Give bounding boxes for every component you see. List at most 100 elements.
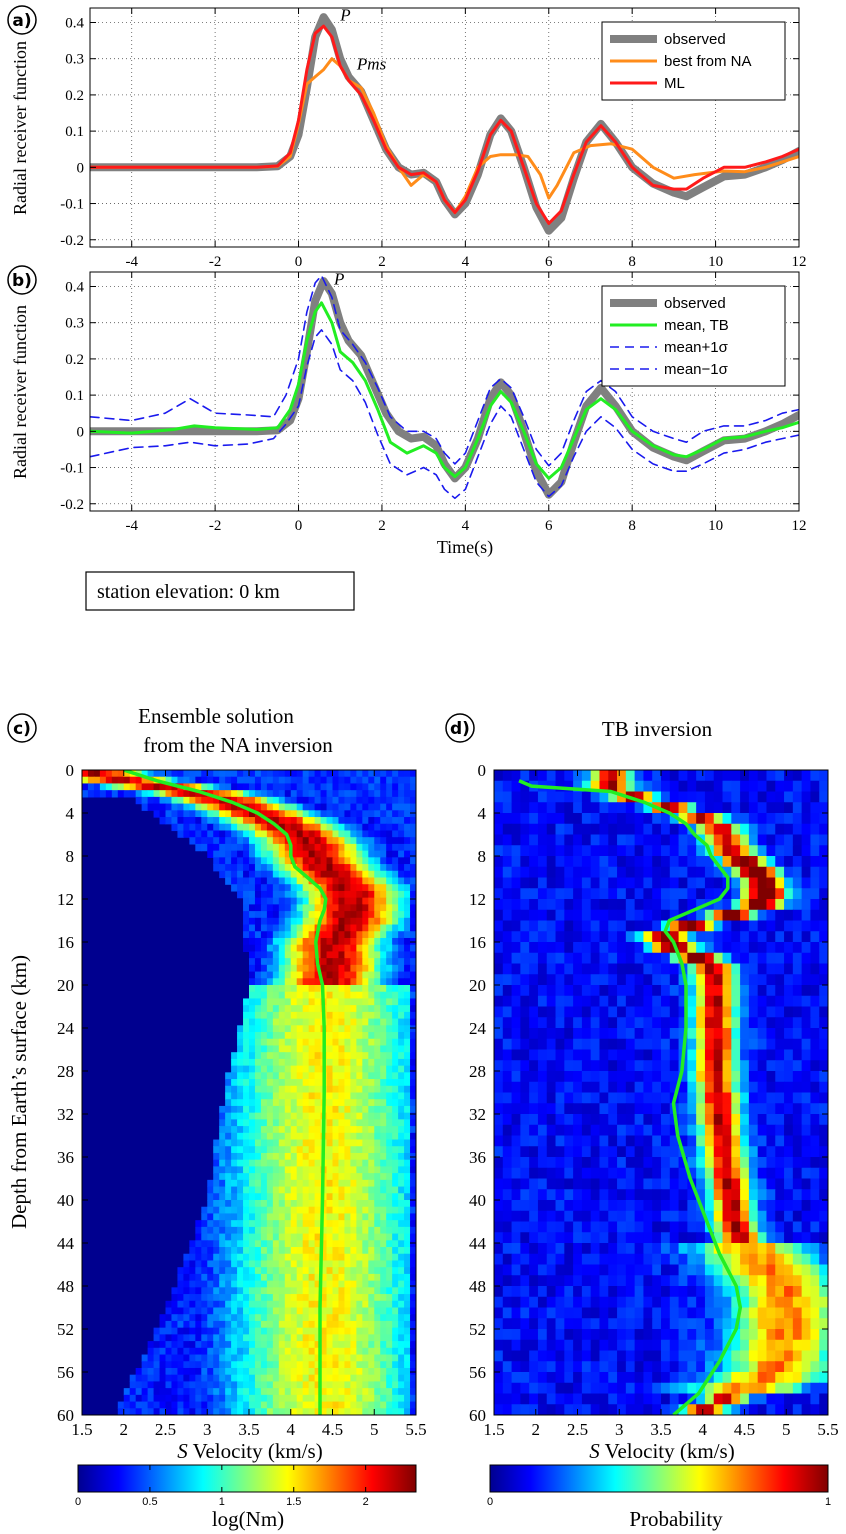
heatmap-cell [801, 1071, 812, 1083]
heatmap-cell [608, 899, 618, 911]
heatmap-cell [183, 817, 190, 825]
heatmap-cell [652, 813, 662, 825]
heatmap-cell [177, 1294, 184, 1302]
heatmap-cell [634, 845, 645, 857]
heatmap-cell [237, 1058, 244, 1067]
heatmap-cell [231, 837, 238, 845]
heatmap-cell [704, 1017, 715, 1029]
heatmap-cell [784, 1081, 794, 1094]
heatmap-cell [302, 1240, 310, 1248]
heatmap-cell [153, 1361, 161, 1369]
heatmap-cell [784, 985, 794, 997]
heatmap-cell [819, 899, 828, 911]
heatmap-cell [810, 813, 820, 825]
heatmap-cell [766, 770, 776, 782]
heatmap-cell [356, 1193, 363, 1201]
heatmap-cell [272, 1320, 280, 1329]
heatmap-cell [410, 1112, 416, 1120]
heatmap-cell [502, 1038, 513, 1051]
heatmap-cell [207, 1307, 214, 1315]
heatmap-cell [177, 1381, 184, 1389]
heatmap-cell [278, 1200, 286, 1208]
heatmap-cell [254, 1193, 262, 1201]
heatmap-cell [362, 810, 369, 818]
heatmap-cell [308, 890, 316, 899]
heatmap-cell [643, 791, 653, 803]
heatmap-cell [581, 1017, 592, 1029]
heatmap-cell [529, 909, 539, 922]
heatmap-cell [326, 937, 334, 946]
heatmap-cell [332, 1320, 340, 1329]
heatmap-cell [254, 1085, 262, 1094]
heatmap-cell [350, 1280, 357, 1288]
heatmap-cell [314, 870, 322, 879]
heatmap-cell [260, 1267, 268, 1275]
heatmap-cell [599, 791, 609, 803]
heatmap-cell [272, 1253, 280, 1262]
heatmap-cell [213, 783, 220, 791]
heatmap-cell [404, 1253, 411, 1262]
heatmap-cell [147, 1361, 155, 1369]
heatmap-cell [314, 1139, 322, 1147]
heatmap-cell [669, 866, 680, 879]
heatmap-cell [266, 1320, 274, 1329]
heatmap-cell [272, 803, 280, 811]
heatmap-cell [290, 1341, 298, 1349]
heatmap-cell [153, 1327, 161, 1335]
heatmap-cell [266, 1280, 274, 1288]
heatmap-cell [296, 803, 304, 811]
heatmap-cell [410, 1401, 416, 1409]
heatmap-cell [766, 834, 776, 846]
heatmap-cell [243, 897, 250, 905]
heatmap-cell [374, 1146, 381, 1154]
heatmap-cell [581, 899, 592, 911]
heatmap-cell [260, 1179, 268, 1188]
heatmap-cell [183, 790, 190, 798]
heatmap-cell [254, 1226, 262, 1235]
heatmap-cell [511, 780, 521, 793]
heatmap-cell [219, 1105, 226, 1114]
heatmap-cell [171, 1314, 179, 1322]
heatmap-cell [775, 1017, 785, 1029]
heatmap-cell [278, 810, 286, 818]
heatmap-cell [392, 897, 399, 905]
heatmap-cell [344, 1085, 351, 1094]
heatmap-cell [254, 1079, 262, 1087]
panel-b: -4 -2 0 2 4 6 8 10 12-0.2-0.100.10.20.30.4 P obs… [7, 265, 807, 558]
heatmap-cell [757, 995, 768, 1008]
heatmap-cell [350, 1105, 357, 1114]
heatmap-cell [766, 1028, 776, 1040]
heatmap-cell [284, 1206, 292, 1215]
heatmap-cell [731, 920, 741, 932]
heatmap-cell [260, 803, 268, 811]
heatmap-cell [410, 1186, 416, 1194]
heatmap-cell [183, 1300, 190, 1309]
heatmap-cell [362, 1152, 369, 1161]
x-tick-label: -2 [209, 254, 222, 270]
heatmap-cell [398, 1307, 405, 1315]
heatmap-cell [819, 909, 828, 922]
heatmap-cell [344, 1206, 351, 1215]
heatmap-cell [374, 783, 381, 791]
heatmap-cell [537, 802, 548, 814]
heatmap-cell [368, 1374, 375, 1383]
heatmap-cell [338, 823, 346, 832]
heatmap-cell [625, 823, 636, 836]
heatmap-cell [386, 796, 393, 805]
series-line-3 [90, 329, 799, 500]
heatmap-cell [147, 1408, 155, 1415]
heatmap-cell [225, 1381, 232, 1389]
heatmap-cell [740, 845, 750, 857]
heatmap-cell [129, 1381, 137, 1389]
heatmap-cell [296, 1132, 304, 1141]
heatmap-cell [249, 1314, 256, 1322]
heatmap-cell [284, 1247, 292, 1255]
y-tick-label: 56 [57, 1363, 74, 1382]
heatmap-cell [308, 1018, 316, 1026]
heatmap-cell [661, 1017, 671, 1029]
heatmap-cell [219, 810, 226, 818]
heatmap-cell [314, 1273, 322, 1282]
heatmap-cell [237, 1032, 244, 1040]
heatmap-cell [326, 917, 334, 926]
heatmap-cell [338, 991, 346, 1000]
